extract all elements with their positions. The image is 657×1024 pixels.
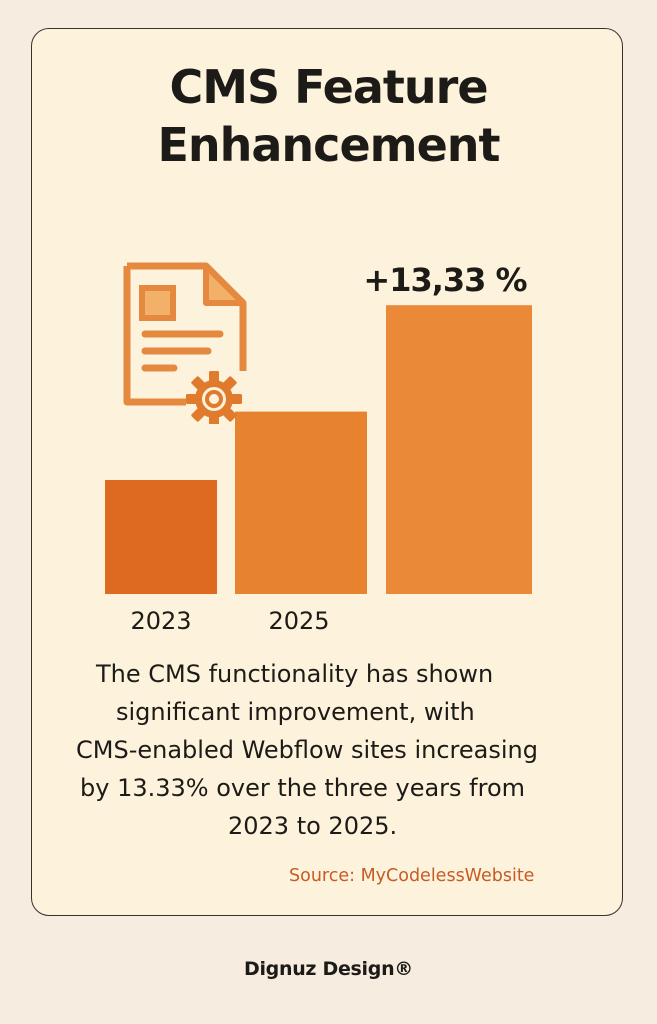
bar — [386, 305, 532, 594]
source-credit: Source: MyCodelessWebsite — [289, 866, 535, 886]
brand-footer: Dignuz Design® — [243, 958, 414, 980]
title-line-2: Enhancement — [157, 118, 500, 172]
bar — [105, 480, 217, 594]
description: The CMS functionality has shown signific… — [60, 655, 600, 845]
description-line: The CMS functionality has shown — [96, 660, 494, 688]
bar — [235, 411, 367, 594]
title-line-1: CMS Feature — [169, 60, 488, 114]
description-line: by 13.33% over the three years from — [80, 774, 526, 802]
document-gear-icon — [123, 262, 247, 424]
description-line: CMS-enabled Webflow sites increasing — [76, 736, 538, 764]
x-tick-label: 2023 — [130, 607, 191, 635]
description-line: significant improvement, with — [116, 698, 475, 726]
description-line: 2023 to 2025. — [228, 812, 398, 840]
bar-chart: 2023 2025 +13,33 % — [105, 261, 532, 635]
x-tick-label: 2025 — [268, 607, 329, 635]
chart-title: CMS Feature Enhancement — [0, 58, 657, 174]
growth-annotation: +13,33 % — [363, 261, 527, 299]
